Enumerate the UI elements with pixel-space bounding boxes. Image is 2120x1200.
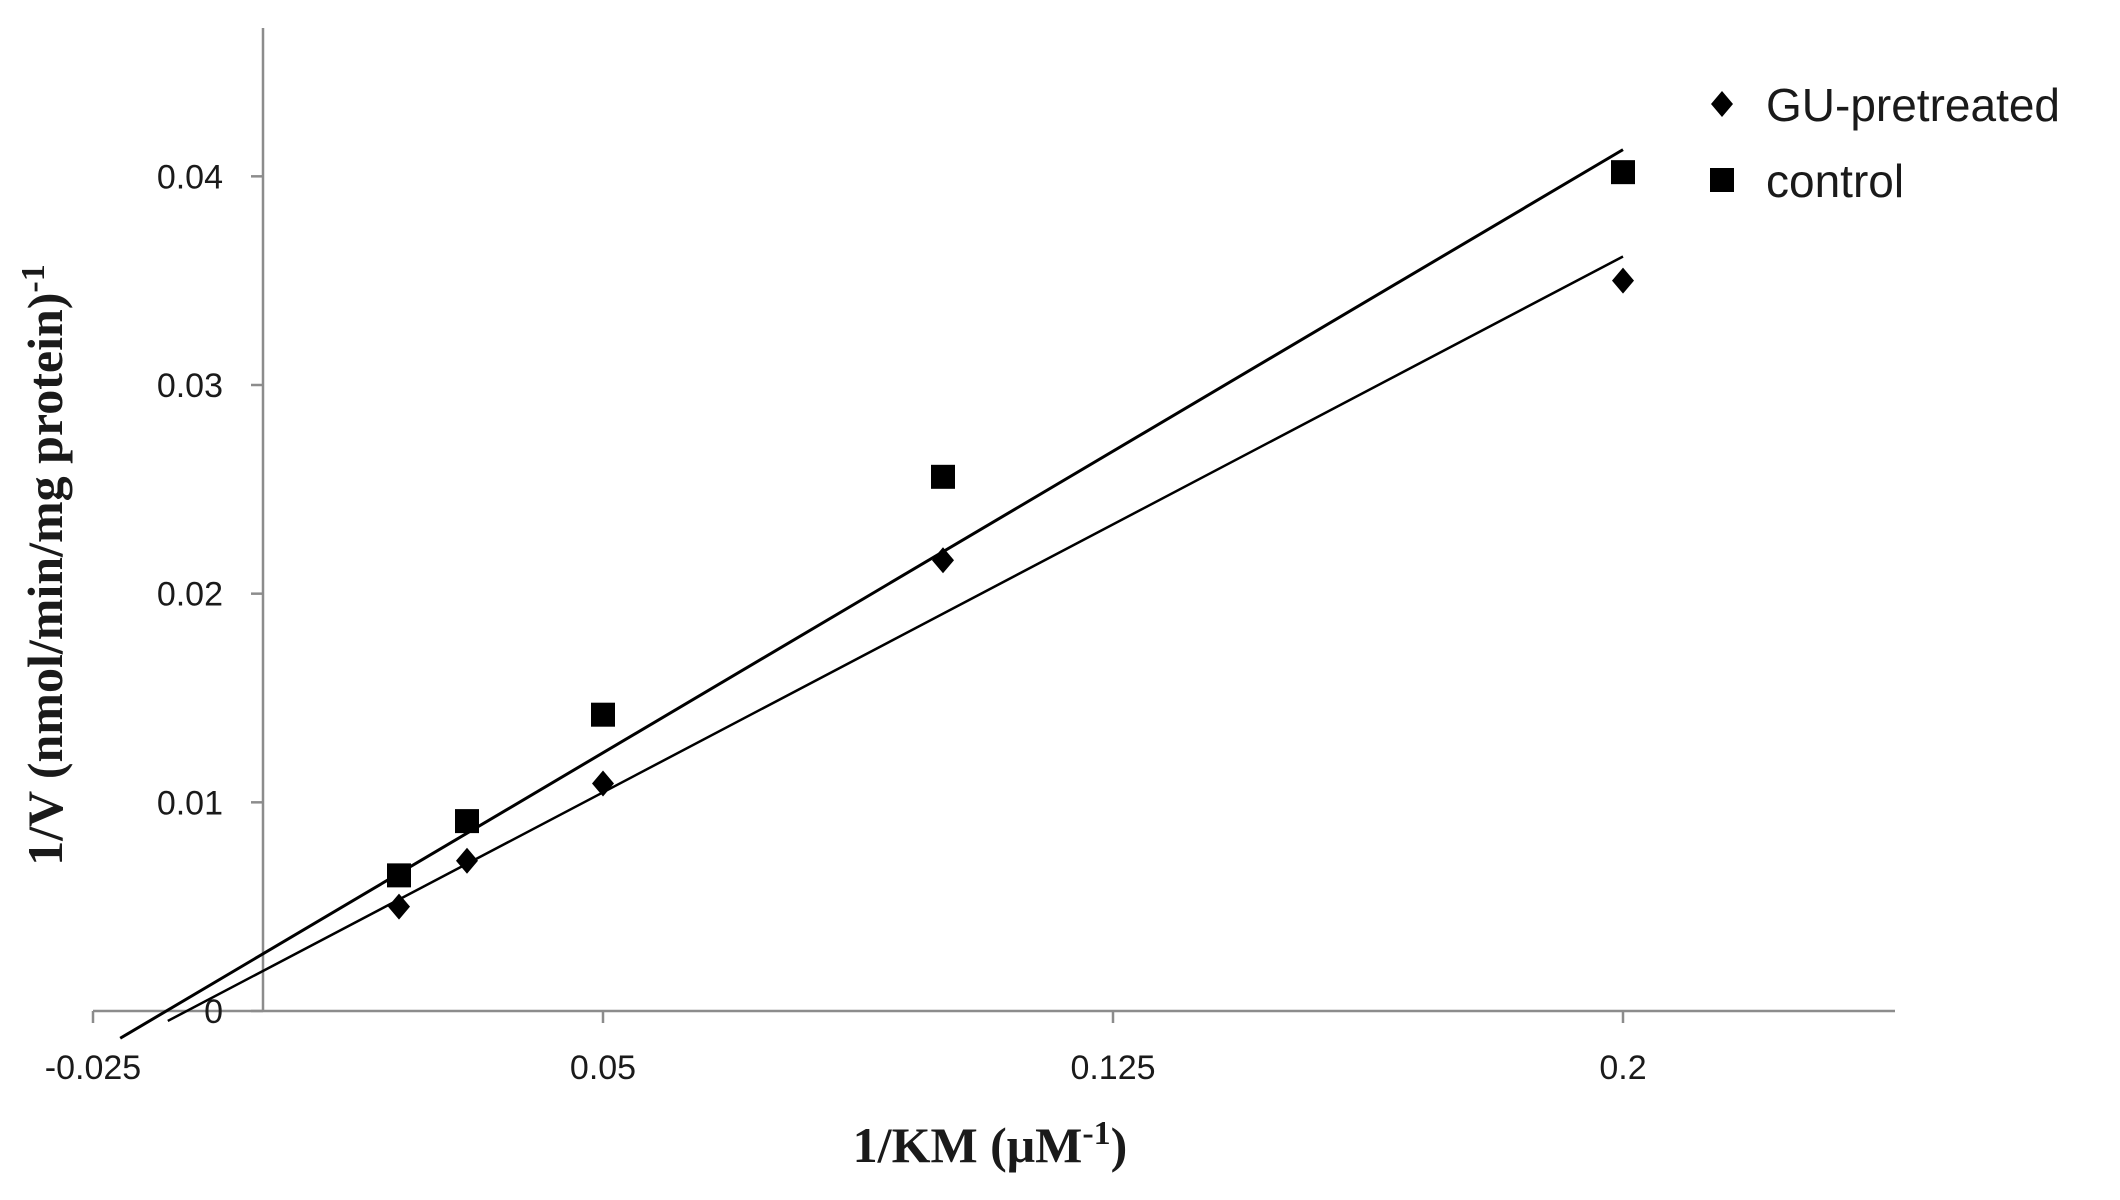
trendlines	[119, 148, 1624, 1040]
legend-label: control	[1766, 155, 1904, 207]
x-axis-title: 1/KM (μM-1)	[853, 1115, 1128, 1173]
point-control	[591, 702, 615, 727]
y-axis-title: 1/V (nmol/min/mg protein)-1	[15, 264, 73, 866]
x-tick-label: 0.125	[1070, 1049, 1155, 1087]
y-tick-label: 0.01	[157, 784, 223, 822]
x-tick-label: -0.025	[45, 1049, 141, 1087]
trendline-control	[119, 148, 1624, 1040]
legend-marker-gu-pretreated	[1711, 91, 1733, 117]
point-gu-pretreated	[592, 770, 614, 797]
trendline-gu-pretreated	[167, 255, 1624, 1023]
legend-marker-control	[1710, 168, 1734, 192]
x-tick-label: 0.05	[570, 1049, 636, 1087]
y-tick-label: 0	[204, 993, 223, 1031]
point-gu-pretreated	[388, 893, 410, 920]
data-markers	[387, 160, 1635, 920]
x-tick-label: 0.2	[1599, 1049, 1646, 1087]
legend-label: GU-pretreated	[1766, 79, 2060, 131]
y-axis-ticks: 0 0.01 0.02 0.03 0.04	[157, 158, 263, 1031]
y-tick-label: 0.04	[157, 158, 223, 196]
x-axis-ticks: -0.025 0.05 0.125 0.2	[45, 1011, 1647, 1087]
point-gu-pretreated	[1612, 267, 1634, 294]
point-control	[387, 863, 411, 888]
point-control	[455, 809, 479, 834]
point-control	[1611, 160, 1635, 185]
y-tick-label: 0.03	[157, 367, 223, 405]
legend: GU-pretreated control	[1710, 79, 2060, 207]
point-gu-pretreated	[932, 547, 954, 574]
point-gu-pretreated	[456, 847, 478, 874]
axes	[93, 28, 1895, 1013]
y-tick-label: 0.02	[157, 576, 223, 614]
point-control	[931, 464, 955, 489]
